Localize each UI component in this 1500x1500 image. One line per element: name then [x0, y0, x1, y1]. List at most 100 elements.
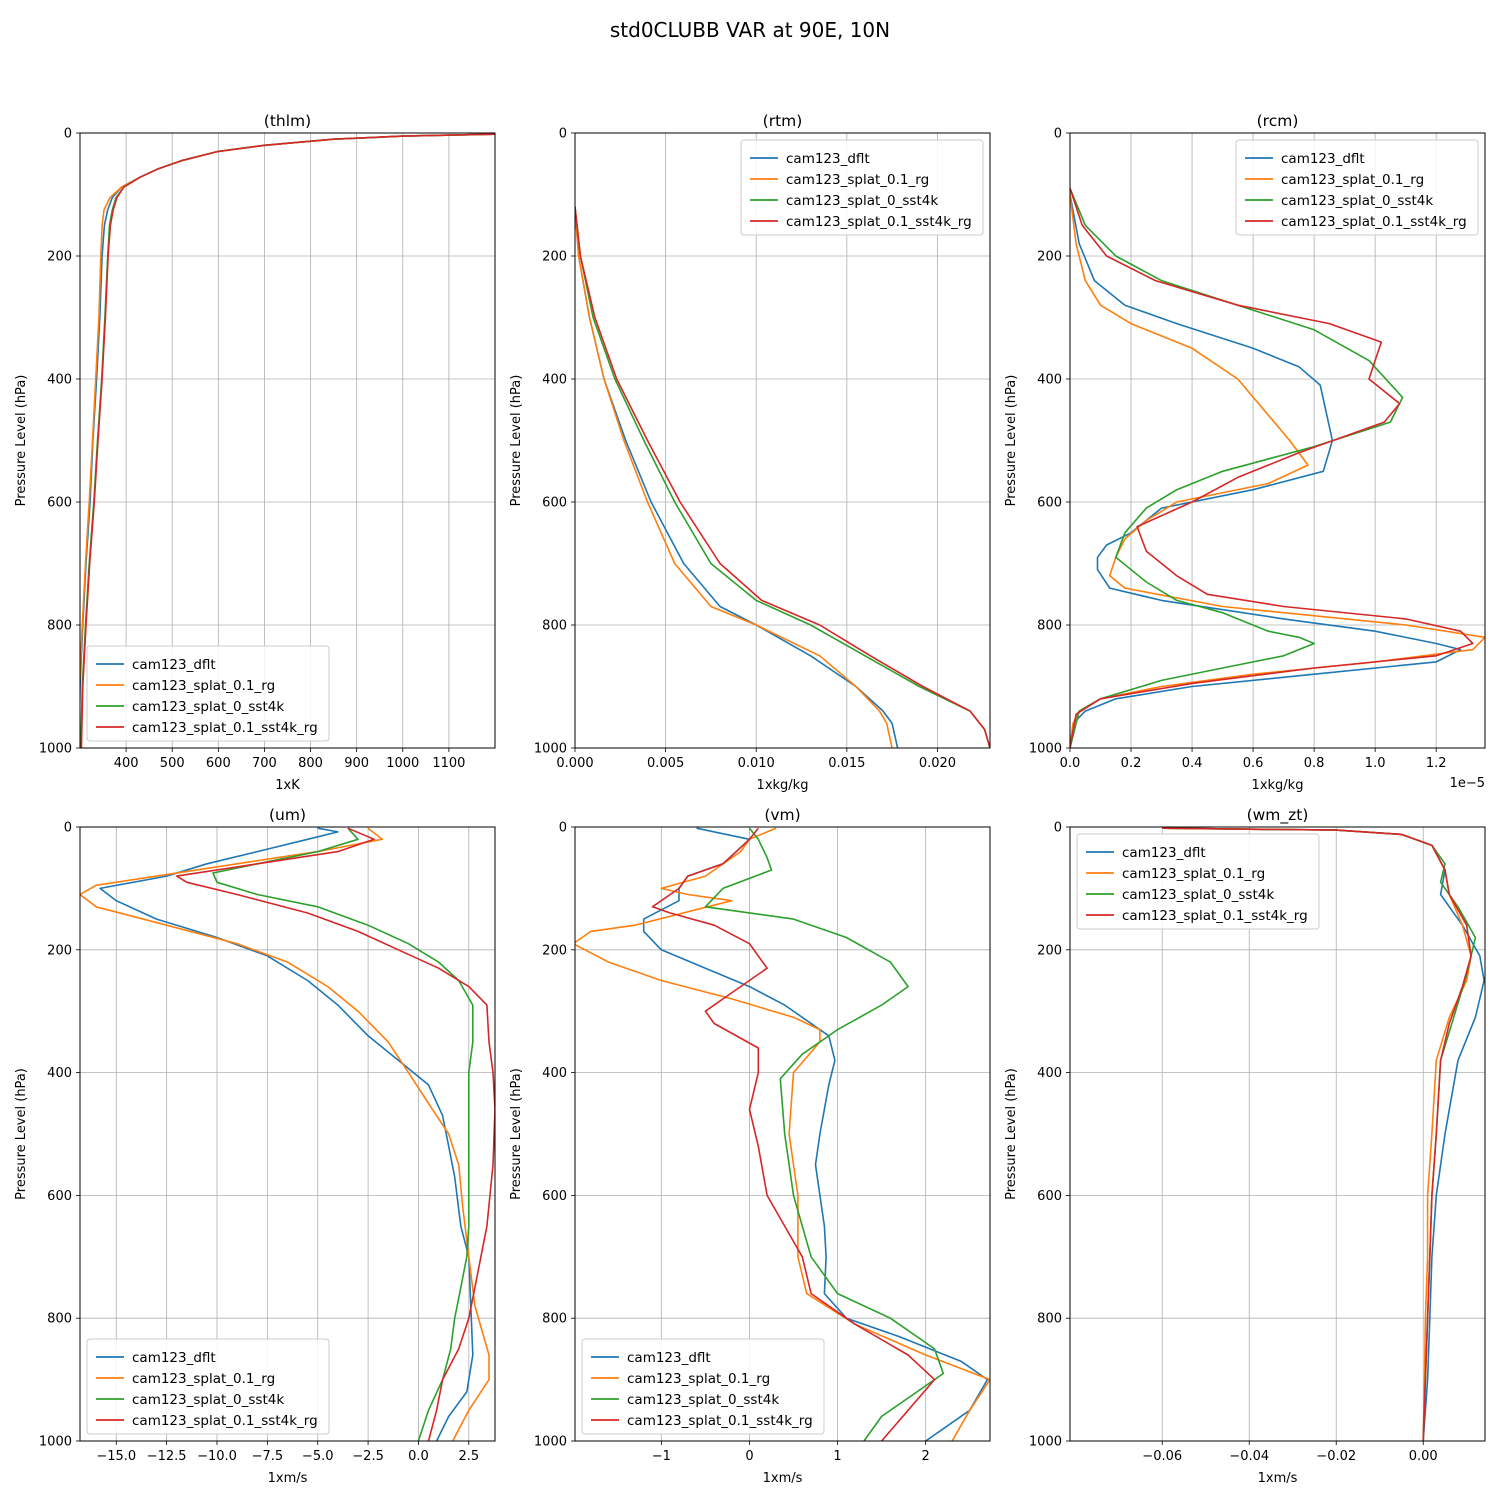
legend-label: cam123_dflt: [132, 1350, 216, 1366]
y-tick-label: 600: [47, 1189, 72, 1204]
x-tick-label: −1: [652, 1449, 671, 1464]
legend-label: cam123_dflt: [1281, 151, 1365, 167]
y-tick-label: 200: [47, 250, 72, 265]
x-tick-label: 400: [114, 756, 139, 771]
x-tick-label: 0.000: [556, 756, 593, 771]
series-line-cam123_splat_0.1_sst4k_rg: [575, 206, 990, 748]
x-tick-label: −0.06: [1142, 1449, 1182, 1464]
legend-label: cam123_splat_0_sst4k: [132, 1392, 284, 1408]
x-axis-label: 1xm/s: [268, 1471, 308, 1486]
legend-label: cam123_splat_0_sst4k: [786, 193, 938, 209]
legend-label: cam123_splat_0.1_rg: [627, 1371, 770, 1387]
x-tick-label: 0.4: [1182, 756, 1203, 771]
chart-panel-1: 0.000 0.005 0.010 0.015 0.020 0 200 400 600 800 10…: [509, 112, 991, 793]
x-tick-label: −0.04: [1229, 1449, 1269, 1464]
x-tick-label: 0.005: [647, 756, 684, 771]
x-tick-label: 0: [745, 1449, 753, 1464]
x-axis-label: 1xkg/kg: [1252, 778, 1304, 793]
chart-panel-3: −15.0 −12.5 −10.0 −7.5 −5.0 −2.5 0.0 2.5 0 200 400…: [14, 806, 496, 1486]
y-tick-label: 0: [559, 127, 567, 142]
legend-box: [86, 645, 330, 742]
chart-panel-4: −1 0 1 2 0 200 400 600 800 1000 (vm) 1xm/s Pressure …: [509, 806, 991, 1486]
series-line-cam123_splat_0.1_sst4k_rg: [651, 827, 936, 1441]
legend-label: cam123_dflt: [1122, 845, 1206, 861]
y-tick-label: 1000: [534, 1435, 567, 1450]
y-tick-label: 800: [47, 619, 72, 634]
legend-label: cam123_splat_0.1_sst4k_rg: [132, 1413, 318, 1429]
x-tick-label: −10.0: [197, 1449, 237, 1464]
y-tick-label: 600: [1037, 496, 1062, 511]
x-axis-label: 1xK: [275, 778, 300, 793]
plot-frame: [1069, 826, 1486, 1442]
y-tick-label: 1000: [534, 742, 567, 757]
x-tick-label: 900: [344, 756, 369, 771]
series-line-cam123_splat_0_sst4k: [704, 827, 945, 1441]
legend: cam123_dflt cam123_splat_0.1_rg cam123_spl…: [86, 645, 330, 742]
legend-box: [740, 139, 984, 236]
legend-label: cam123_splat_0.1_rg: [132, 678, 275, 694]
x-tick-label: −7.5: [252, 1449, 284, 1464]
legend-label: cam123_dflt: [132, 657, 216, 673]
chart-panel-2: 0.0 0.2 0.4 0.6 0.8 1.0 1.2 0 200 400 600 800 1000 (r…: [1004, 112, 1486, 793]
y-tick-label: 400: [1037, 1066, 1062, 1081]
y-tick-label: 400: [47, 1066, 72, 1081]
y-tick-label: 800: [542, 619, 567, 634]
x-axis-label: 1xkg/kg: [757, 778, 809, 793]
series-line-cam123_splat_0.1_sst4k_rg: [1162, 827, 1472, 1441]
x-tick-label: 2.5: [458, 1449, 479, 1464]
legend-box: [1235, 139, 1479, 236]
legend: cam123_dflt cam123_splat_0.1_rg cam123_spl…: [740, 139, 984, 236]
legend-label: cam123_dflt: [786, 151, 870, 167]
y-tick-label: 1000: [1029, 742, 1062, 757]
y-tick-label: 1000: [39, 1435, 72, 1450]
y-axis-label: Pressure Level (hPa): [1004, 1068, 1019, 1200]
series-line-cam123_splat_0.1_rg: [575, 827, 990, 1441]
y-tick-label: 400: [47, 373, 72, 388]
panel-title: (um): [269, 806, 306, 824]
y-tick-label: 800: [542, 1312, 567, 1327]
x-tick-label: 1.0: [1365, 756, 1386, 771]
y-tick-label: 800: [47, 1312, 72, 1327]
x-tick-label: 0.8: [1304, 756, 1325, 771]
legend-label: cam123_splat_0.1_sst4k_rg: [132, 720, 318, 736]
y-tick-label: 600: [542, 496, 567, 511]
series-line-cam123_splat_0.1_sst4k_rg: [175, 827, 495, 1441]
y-tick-label: 800: [1037, 619, 1062, 634]
y-tick-label: 400: [542, 373, 567, 388]
y-tick-label: 400: [1037, 373, 1062, 388]
legend: cam123_dflt cam123_splat_0.1_rg cam123_spl…: [1076, 833, 1320, 930]
plot-frame: [79, 826, 496, 1442]
x-tick-label: −12.5: [147, 1449, 187, 1464]
plot-frame: [574, 826, 991, 1442]
legend-label: cam123_splat_0.1_sst4k_rg: [786, 214, 972, 230]
x-tick-label: 1000: [386, 756, 419, 771]
x-tick-label: 0.015: [828, 756, 865, 771]
y-tick-label: 200: [542, 250, 567, 265]
series-line-cam123_splat_0.1_sst4k_rg: [80, 133, 495, 748]
y-axis-label: Pressure Level (hPa): [14, 375, 29, 507]
y-tick-label: 1000: [39, 742, 72, 757]
legend-label: cam123_splat_0_sst4k: [1122, 887, 1274, 903]
legend: cam123_dflt cam123_splat_0.1_rg cam123_spl…: [581, 1338, 825, 1435]
y-tick-label: 600: [542, 1189, 567, 1204]
series-line-cam123_splat_0.1_rg: [80, 827, 490, 1441]
panel-title: (wm_zt): [1247, 806, 1309, 825]
y-tick-label: 0: [64, 821, 72, 836]
y-tick-label: 200: [47, 943, 72, 958]
x-tick-label: 1100: [432, 756, 465, 771]
panel-title: (rcm): [1257, 112, 1299, 130]
panel-title: (rtm): [763, 112, 803, 130]
chart-panel-5: −0.06 −0.04 −0.02 0.00 0 200 400 600 800 1000 (wm_…: [1004, 806, 1486, 1486]
x-tick-label: 500: [160, 756, 185, 771]
legend-label: cam123_splat_0.1_sst4k_rg: [1281, 214, 1467, 230]
series-line-cam123_dflt: [575, 206, 899, 748]
y-axis-label: Pressure Level (hPa): [1004, 375, 1019, 507]
series-line-cam123_dflt: [99, 827, 474, 1441]
x-axis-label: 1xm/s: [763, 1471, 803, 1486]
x-tick-label: 0.6: [1243, 756, 1264, 771]
axis-offset-text: 1e−5: [1450, 776, 1485, 791]
legend-label: cam123_splat_0.1_rg: [132, 1371, 275, 1387]
y-tick-label: 0: [1054, 127, 1062, 142]
x-axis-label: 1xm/s: [1258, 1471, 1298, 1486]
